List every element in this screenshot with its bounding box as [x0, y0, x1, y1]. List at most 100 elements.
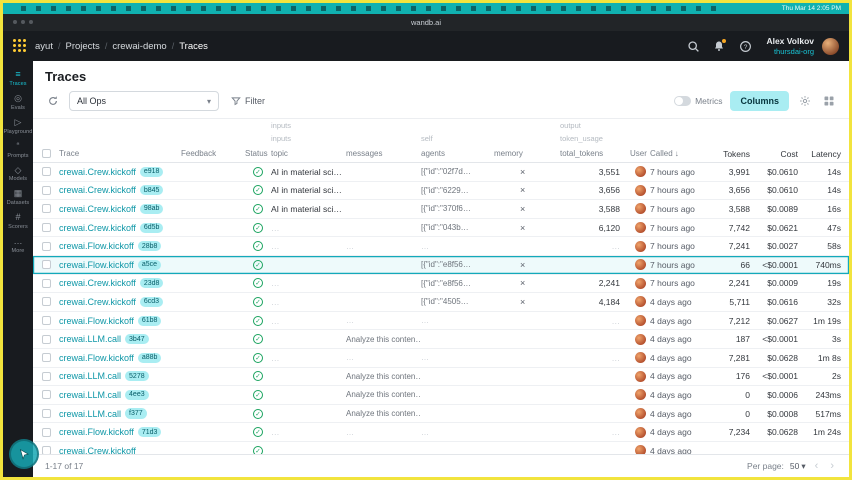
select-all-checkbox[interactable] — [41, 149, 51, 158]
breadcrumb-item[interactable]: Traces — [179, 40, 208, 52]
row-checkbox[interactable] — [41, 409, 51, 419]
table-row[interactable]: crewai.Crew.kickoff 98ab ✓ AI in materia… — [33, 200, 849, 219]
status-success-icon: ✓ — [253, 185, 263, 196]
columns-button[interactable]: Columns — [730, 91, 789, 111]
trace-link[interactable]: crewai.Crew.kickoff — [59, 278, 136, 289]
col-messages[interactable]: messages — [346, 149, 383, 158]
table-row[interactable]: crewai.Crew.kickoff b845 ✓ AI in materia… — [33, 182, 849, 201]
row-checkbox[interactable] — [41, 167, 51, 177]
table-row[interactable]: crewai.LLM.call f377 ✓ Analyze this cont… — [33, 405, 849, 424]
table-row[interactable]: crewai.Flow.kickoff 61b8 ✓ … … … … 4 day… — [33, 312, 849, 331]
table-row[interactable]: crewai.LLM.call 4ee3 ✓ Analyze this cont… — [33, 386, 849, 405]
settings-icon[interactable] — [797, 93, 813, 109]
breadcrumb-item[interactable]: ayut — [35, 40, 53, 52]
col-called[interactable]: Called ↓ — [650, 149, 679, 158]
sidebar-item-evals[interactable]: ◎ Evals — [11, 92, 25, 111]
topic-cell: … — [271, 315, 280, 326]
table-row[interactable]: crewai.Crew.kickoff e918 ✓ AI in materia… — [33, 163, 849, 182]
trace-link[interactable]: crewai.Crew.kickoff — [59, 185, 136, 196]
table-row[interactable]: crewai.Crew.kickoff 6cd3 ✓ … [{"id":"450… — [33, 293, 849, 312]
col-total-tokens[interactable]: total_tokens — [560, 149, 604, 158]
sidebar-item-datasets[interactable]: ▦ Datasets — [6, 188, 30, 207]
row-checkbox[interactable] — [41, 204, 51, 214]
row-checkbox[interactable] — [41, 390, 51, 400]
trace-link[interactable]: crewai.Crew.kickoff — [59, 222, 136, 233]
col-trace[interactable]: Trace — [59, 149, 80, 158]
cost-cell: $0.0628 — [767, 352, 798, 363]
row-checkbox[interactable] — [41, 223, 51, 233]
trace-link[interactable]: crewai.Flow.kickoff — [59, 241, 134, 252]
agents-cell: … — [421, 241, 429, 251]
sidebar-item-more[interactable]: … More — [11, 236, 25, 255]
window-controls[interactable] — [13, 20, 33, 24]
col-cost[interactable]: Cost — [780, 148, 798, 159]
wandb-logo[interactable] — [13, 39, 27, 53]
prev-page-button[interactable]: ‹ — [814, 460, 819, 472]
column-group-row: inputs output — [33, 119, 849, 132]
row-checkbox[interactable] — [41, 446, 51, 454]
trace-link[interactable]: crewai.LLM.call — [59, 408, 122, 419]
col-topic[interactable]: topic — [271, 149, 288, 158]
table-row[interactable]: crewai.LLM.call 5278 ✓ Analyze this cont… — [33, 368, 849, 387]
sidebar-item-prompts[interactable]: “ Prompts — [7, 140, 29, 159]
trace-link[interactable]: crewai.Crew.kickoff — [59, 203, 136, 214]
per-page-select[interactable]: 50 ▾ — [789, 460, 806, 472]
sidebar-item-playground[interactable]: ▷ Playground — [3, 116, 33, 135]
trace-link[interactable]: crewai.LLM.call — [59, 371, 122, 382]
col-latency[interactable]: Latency — [811, 148, 841, 159]
col-agents[interactable]: agents — [421, 149, 446, 158]
refresh-button[interactable] — [45, 93, 61, 109]
trace-link[interactable]: crewai.Flow.kickoff — [59, 315, 134, 326]
ops-filter-select[interactable]: All Ops ▾ — [69, 91, 219, 111]
grid-view-icon[interactable] — [821, 93, 837, 109]
filter-button[interactable]: Filter — [227, 96, 269, 106]
trace-link[interactable]: crewai.Crew.kickoff — [59, 296, 136, 307]
cost-cell: <$0.0001 — [762, 259, 798, 270]
metrics-toggle[interactable] — [674, 96, 692, 106]
trace-link[interactable]: crewai.Flow.kickoff — [59, 427, 134, 438]
col-status[interactable]: Status — [245, 149, 268, 158]
search-icon[interactable] — [684, 37, 702, 55]
messages-cell: … — [346, 427, 354, 437]
row-checkbox[interactable] — [41, 278, 51, 288]
trace-link[interactable]: crewai.Crew.kickoff — [59, 445, 136, 454]
table-row[interactable]: crewai.Crew.kickoff ✓ 4 days ago — [33, 442, 849, 454]
memory-none-icon: × — [520, 259, 526, 270]
table-row[interactable]: crewai.Flow.kickoff a88b ✓ … … … … 4 day… — [33, 349, 849, 368]
table-row[interactable]: crewai.Crew.kickoff 23d8 ✓ … [{"id":"e8f… — [33, 275, 849, 294]
bell-icon[interactable] — [710, 37, 728, 55]
table-row[interactable]: crewai.Crew.kickoff 6d5b ✓ … [{"id":"043… — [33, 219, 849, 238]
breadcrumb-item[interactable]: crewai-demo — [112, 40, 167, 52]
row-checkbox[interactable] — [41, 185, 51, 195]
table-row[interactable]: crewai.Flow.kickoff a5ce ✓ [{"id":"e8f56… — [33, 255, 849, 275]
sidebar-item-traces[interactable]: ≡ Traces — [9, 69, 27, 87]
row-checkbox[interactable] — [41, 334, 51, 344]
row-checkbox[interactable] — [41, 241, 51, 251]
next-page-button[interactable]: › — [830, 460, 834, 472]
table-row[interactable]: crewai.Flow.kickoff 71d3 ✓ … … … … 4 day… — [33, 423, 849, 442]
sidebar-item-models[interactable]: ◇ Models — [8, 164, 28, 183]
row-checkbox[interactable] — [41, 353, 51, 363]
trace-link[interactable]: crewai.Flow.kickoff — [59, 352, 134, 363]
breadcrumb-item[interactable]: Projects — [65, 40, 100, 52]
user-menu[interactable]: Alex Volkov thursdai-org — [766, 36, 814, 55]
trace-link[interactable]: crewai.Flow.kickoff — [59, 259, 134, 270]
avatar[interactable] — [822, 37, 839, 55]
row-checkbox[interactable] — [41, 260, 51, 270]
col-feedback[interactable]: Feedback — [181, 149, 217, 158]
col-memory[interactable]: memory — [494, 149, 523, 158]
row-checkbox[interactable] — [41, 316, 51, 326]
col-user[interactable]: User — [630, 149, 647, 158]
col-tokens[interactable]: Tokens — [723, 148, 750, 159]
sidebar-item-scorers[interactable]: # Scorers — [8, 212, 28, 231]
row-checkbox[interactable] — [41, 297, 51, 307]
row-checkbox[interactable] — [41, 371, 51, 381]
url-text[interactable]: wandb.ai — [410, 18, 442, 27]
row-checkbox[interactable] — [41, 427, 51, 437]
trace-link[interactable]: crewai.LLM.call — [59, 334, 122, 345]
trace-link[interactable]: crewai.LLM.call — [59, 389, 122, 400]
help-icon[interactable]: ? — [736, 37, 754, 55]
table-row[interactable]: crewai.LLM.call 3b47 ✓ Analyze this cont… — [33, 330, 849, 349]
trace-link[interactable]: crewai.Crew.kickoff — [59, 166, 136, 177]
table-row[interactable]: crewai.Flow.kickoff 28b8 ✓ … … … … 7 hou… — [33, 237, 849, 256]
